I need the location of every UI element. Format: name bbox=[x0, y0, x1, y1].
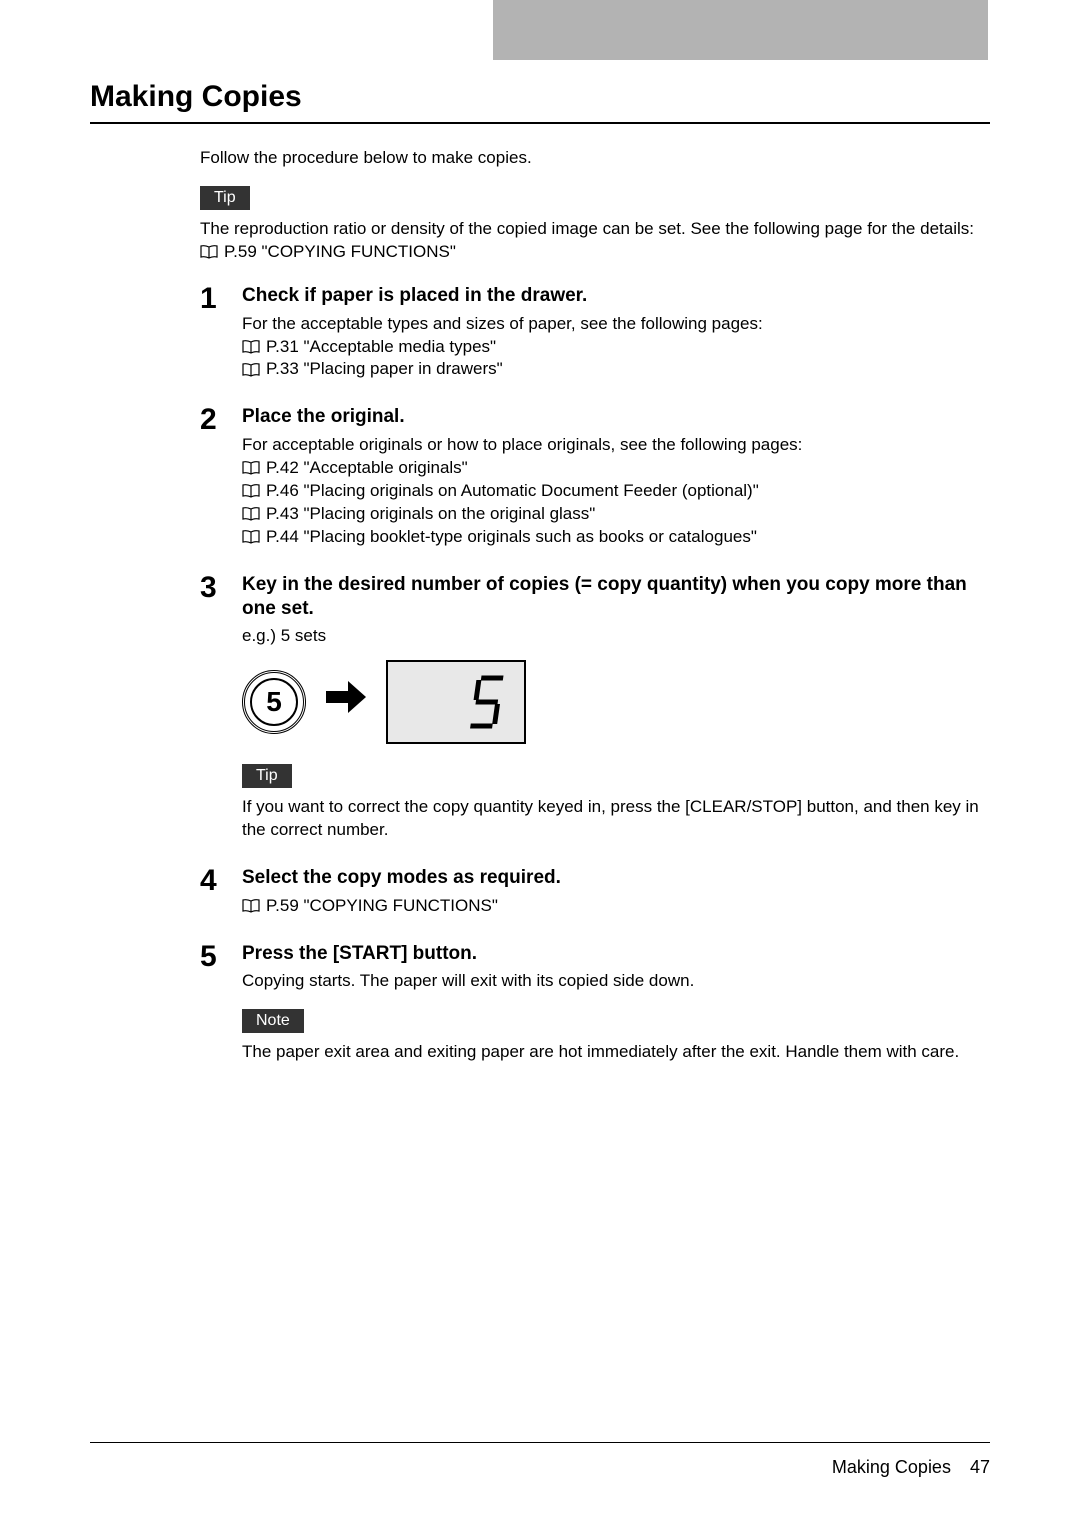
reference-text: P.59 "COPYING FUNCTIONS" bbox=[266, 895, 498, 918]
seven-segment-5 bbox=[468, 672, 508, 732]
display-panel bbox=[386, 660, 526, 744]
step-1: 1 Check if paper is placed in the drawer… bbox=[200, 284, 990, 382]
intro-text: Follow the procedure below to make copie… bbox=[200, 148, 990, 168]
page-footer: Making Copies 47 bbox=[90, 1442, 990, 1478]
footer-rule bbox=[90, 1442, 990, 1443]
reference-link: P.31 "Acceptable media types" bbox=[242, 336, 990, 359]
step-body: Check if paper is placed in the drawer. … bbox=[242, 284, 990, 382]
step-number: 4 bbox=[200, 866, 242, 918]
step-body: Select the copy modes as required. P.59 … bbox=[242, 866, 990, 918]
step-4: 4 Select the copy modes as required. P.5… bbox=[200, 866, 990, 918]
step-body: Press the [START] button. Copying starts… bbox=[242, 942, 990, 1065]
tip-section-step3: Tip If you want to correct the copy quan… bbox=[242, 764, 990, 842]
reference-text: P.59 "COPYING FUNCTIONS" bbox=[224, 241, 456, 264]
step-description: For acceptable originals or how to place… bbox=[242, 434, 990, 457]
tip-text: The reproduction ratio or density of the… bbox=[200, 218, 990, 241]
book-icon bbox=[242, 899, 260, 913]
note-label: Note bbox=[242, 1009, 304, 1033]
step-description: Copying starts. The paper will exit with… bbox=[242, 970, 990, 993]
reference-link: P.43 "Placing originals on the original … bbox=[242, 503, 990, 526]
footer-text: Making Copies 47 bbox=[90, 1457, 990, 1478]
step-heading: Press the [START] button. bbox=[242, 942, 990, 967]
book-icon bbox=[242, 461, 260, 475]
book-icon bbox=[242, 363, 260, 377]
tip-label: Tip bbox=[200, 186, 250, 210]
step-description: For the acceptable types and sizes of pa… bbox=[242, 313, 990, 336]
reference-link: P.44 "Placing booklet-type originals suc… bbox=[242, 526, 990, 549]
reference-text: P.31 "Acceptable media types" bbox=[266, 336, 496, 359]
keypad-diagram: 5 bbox=[242, 660, 990, 744]
step-heading: Key in the desired number of copies (= c… bbox=[242, 573, 990, 622]
reference-text: P.43 "Placing originals on the original … bbox=[266, 503, 595, 526]
tip-label: Tip bbox=[242, 764, 292, 788]
step-number: 1 bbox=[200, 284, 242, 382]
step-number: 5 bbox=[200, 942, 242, 1065]
reference-link: P.42 "Acceptable originals" bbox=[242, 457, 990, 480]
note-text: The paper exit area and exiting paper ar… bbox=[242, 1041, 990, 1064]
reference-link: P.33 "Placing paper in drawers" bbox=[242, 358, 990, 381]
page-title: Making Copies bbox=[90, 80, 990, 114]
reference-link: P.59 "COPYING FUNCTIONS" bbox=[242, 895, 990, 918]
step-3: 3 Key in the desired number of copies (=… bbox=[200, 573, 990, 842]
tip-section-1: Tip The reproduction ratio or density of… bbox=[200, 186, 990, 264]
note-section: Note The paper exit area and exiting pap… bbox=[242, 1009, 990, 1064]
book-icon bbox=[242, 507, 260, 521]
book-icon bbox=[200, 245, 218, 259]
step-body: Key in the desired number of copies (= c… bbox=[242, 573, 990, 842]
reference-link: P.46 "Placing originals on Automatic Doc… bbox=[242, 480, 990, 503]
book-icon bbox=[242, 340, 260, 354]
book-icon bbox=[242, 484, 260, 498]
example-text: e.g.) 5 sets bbox=[242, 626, 990, 646]
tip-text: If you want to correct the copy quantity… bbox=[242, 796, 990, 842]
step-5: 5 Press the [START] button. Copying star… bbox=[200, 942, 990, 1065]
keypad-button-5: 5 bbox=[242, 670, 306, 734]
title-rule bbox=[90, 122, 990, 124]
step-body: Place the original. For acceptable origi… bbox=[242, 405, 990, 548]
header-grey-bar bbox=[493, 0, 988, 60]
page-number: 47 bbox=[970, 1457, 990, 1477]
reference-text: P.42 "Acceptable originals" bbox=[266, 457, 468, 480]
reference-link: P.59 "COPYING FUNCTIONS" bbox=[200, 241, 990, 264]
step-heading: Check if paper is placed in the drawer. bbox=[242, 284, 990, 309]
step-number: 3 bbox=[200, 573, 242, 842]
reference-text: P.44 "Placing booklet-type originals suc… bbox=[266, 526, 757, 549]
step-heading: Place the original. bbox=[242, 405, 990, 430]
arrow-icon bbox=[324, 679, 368, 725]
step-heading: Select the copy modes as required. bbox=[242, 866, 990, 891]
step-2: 2 Place the original. For acceptable ori… bbox=[200, 405, 990, 548]
footer-section-label: Making Copies bbox=[832, 1457, 951, 1477]
reference-text: P.33 "Placing paper in drawers" bbox=[266, 358, 503, 381]
step-number: 2 bbox=[200, 405, 242, 548]
book-icon bbox=[242, 530, 260, 544]
reference-text: P.46 "Placing originals on Automatic Doc… bbox=[266, 480, 759, 503]
